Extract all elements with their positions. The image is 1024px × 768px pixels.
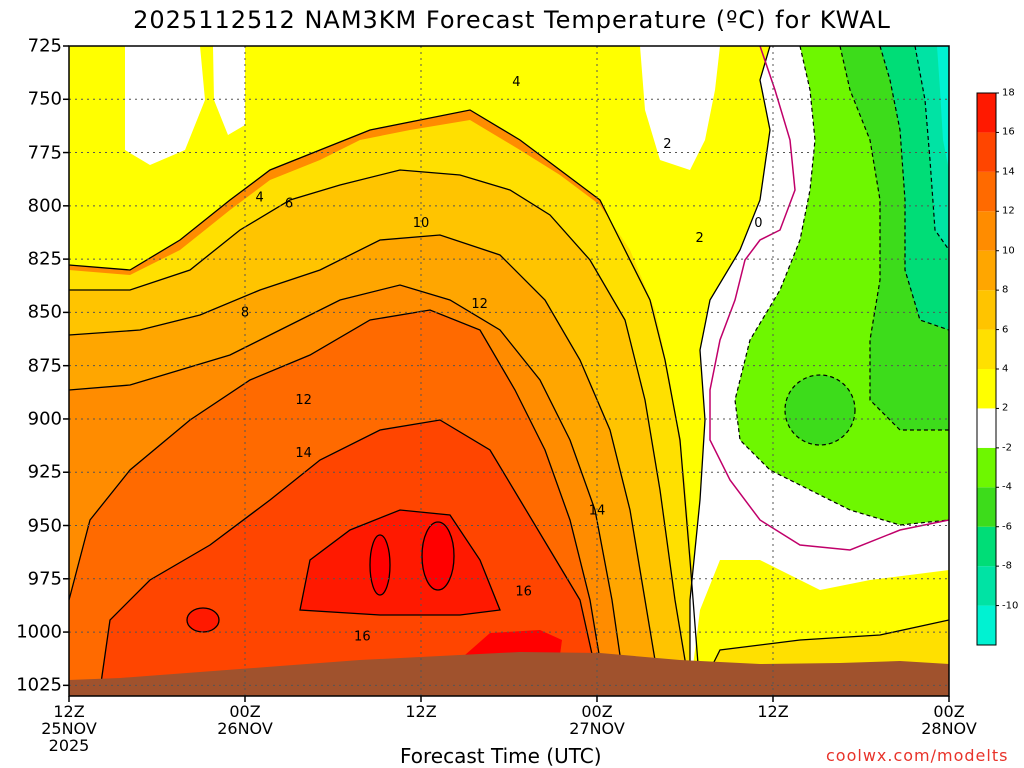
contour-label: 8 (241, 305, 249, 320)
field-warm-core-1 (370, 535, 390, 595)
colorbar (976, 92, 999, 646)
colorbar-label: -6 (1002, 521, 1012, 533)
x-tick-label: 12Z (405, 702, 437, 721)
contour-line-minus4b (784, 374, 856, 446)
contour-line-18a (369, 534, 391, 596)
colorbar-bin (977, 132, 996, 172)
field-cold-pocket (785, 375, 855, 445)
field-warm-core-3 (187, 608, 219, 632)
colorbar-bin (977, 605, 996, 645)
colorbar-bin (977, 487, 996, 527)
x-tick-label: 12Z (757, 702, 789, 721)
contour-line-16 (299, 509, 501, 616)
y-tick-label: 900 (27, 408, 62, 430)
contour-line-minus6 (879, 46, 949, 331)
colorbar-bin (977, 369, 996, 409)
y-tick-label: 925 (27, 461, 62, 483)
contour-line-16b (186, 607, 220, 633)
contour-label: 16 (515, 585, 532, 600)
contour-label: 12 (295, 393, 312, 408)
colorbar-label: 12 (1002, 205, 1015, 217)
field-white-patch-1 (125, 46, 205, 165)
contour-line-6 (69, 169, 691, 691)
colorbar-label: -4 (1002, 481, 1012, 493)
colorbar-bin (977, 408, 996, 448)
contour-label: 4 (512, 75, 520, 90)
contour-label: 14 (295, 446, 312, 461)
colorbar-bin (977, 211, 996, 251)
contour-label: 4 (256, 190, 264, 205)
field-warm-core-4 (465, 630, 562, 655)
x-axis-title: Forecast Time (UTC) (400, 744, 602, 768)
contour-line-minus4 (839, 46, 949, 431)
field-white-patch-3 (640, 46, 720, 170)
x-tick-label: 00Z 27NOV (569, 702, 625, 738)
contour-label: 2 (696, 231, 704, 246)
colorbar-label: 8 (1002, 284, 1009, 296)
colorbar-label: 16 (1002, 126, 1015, 138)
contour-label: 6 (285, 197, 293, 212)
field-band-below-minus10 (937, 46, 949, 170)
colorbar-bin (977, 250, 996, 291)
y-tick-label: 775 (27, 142, 62, 164)
colorbar-label: 2 (1002, 402, 1009, 414)
colorbar-bin (977, 329, 996, 369)
colorbar-label: -10 (1002, 600, 1019, 612)
contour-label: 0 (754, 216, 762, 231)
field-warm-core-2 (422, 522, 454, 590)
contour-line-minus2 (734, 46, 949, 526)
contour-label: 14 (589, 504, 606, 519)
contour-line-12 (69, 309, 606, 691)
y-tick-label: 825 (27, 248, 62, 270)
y-tick-label: 875 (27, 355, 62, 377)
contour-line-zero (709, 46, 949, 551)
colorbar-label: 18 (1002, 87, 1015, 99)
chart-title: 2025112512 NAM3KM Forecast Temperature (… (133, 6, 891, 34)
y-tick-label: 850 (27, 301, 62, 323)
contour-line-minus8 (914, 46, 949, 251)
colorbar-label: 10 (1002, 245, 1015, 257)
colorbar-label: -8 (1002, 560, 1012, 572)
contour-line-18b (421, 521, 455, 591)
contour-label: 2 (663, 137, 671, 152)
plot-frame (68, 45, 950, 697)
axis-ticks (63, 45, 950, 702)
colorbar-label: 6 (1002, 324, 1009, 336)
colorbar-bin (977, 290, 996, 330)
contour-label: 10 (413, 216, 430, 231)
x-tick-label: 00Z 26NOV (217, 702, 273, 738)
y-tick-label: 750 (27, 88, 62, 110)
contour-label: 16 (354, 629, 371, 644)
colorbar-bin (977, 566, 996, 606)
colorbar-bin (977, 447, 996, 488)
colorbar-label: 4 (1002, 363, 1009, 375)
contour-label: 12 (471, 297, 488, 312)
colorbar-bin (977, 93, 996, 133)
colorbar-label: 14 (1002, 166, 1015, 178)
y-tick-label: 950 (27, 515, 62, 536)
colorbar-bin (977, 526, 996, 567)
contour-line-8 (69, 234, 661, 691)
contour-line-14 (99, 419, 601, 691)
x-tick-label: 00Z 28NOV (921, 702, 977, 738)
x-tick-label: 12Z 25NOV 2025 (41, 702, 97, 755)
field-white-patch-2 (213, 46, 245, 135)
y-tick-label: 1000 (16, 621, 62, 643)
y-tick-label: 1025 (16, 674, 62, 696)
y-tick-label: 800 (27, 195, 62, 217)
contour-labels: 4 4 6 10 8 12 2 2 0 12 14 14 16 16 (241, 75, 763, 644)
y-tick-label: 975 (27, 568, 62, 590)
contour-line-2 (689, 46, 771, 690)
contour-line-10 (69, 284, 626, 691)
colorbar-label: -2 (1002, 442, 1012, 454)
colorbar-bin (977, 171, 996, 212)
credit-text: coolwx.com/modelts (826, 746, 1009, 765)
contour-line-4 (69, 109, 701, 691)
y-tick-label: 725 (27, 35, 62, 57)
